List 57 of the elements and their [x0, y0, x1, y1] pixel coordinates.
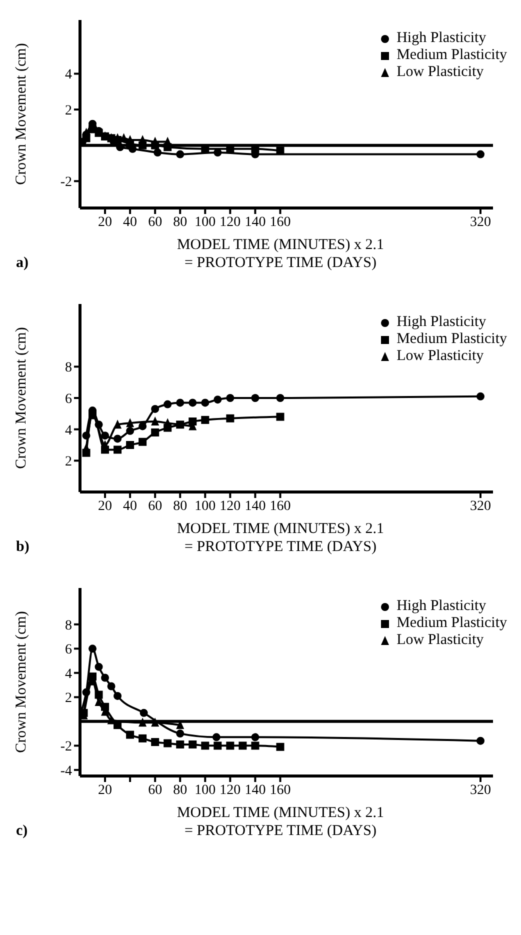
- x-tick-label: 40: [123, 498, 138, 514]
- y-tick-label: -4: [60, 764, 72, 779]
- y-tick-label: 8: [65, 360, 72, 376]
- legend-label: Low Plasticity: [396, 348, 484, 365]
- text: a): [16, 254, 28, 272]
- x-tick-label: 120: [220, 782, 241, 798]
- x-tick-label: 20: [98, 498, 112, 514]
- legend-label: High Plasticity: [396, 598, 486, 615]
- x-tick-label: 20: [98, 782, 112, 798]
- x-tick-label: 80: [173, 498, 188, 514]
- legend-label: Medium Plasticity: [396, 331, 507, 348]
- y-axis-title: Crown Movement (cm): [13, 327, 30, 469]
- legend-label: Medium Plasticity: [396, 615, 507, 632]
- x-axis-title: MODEL TIME (MINUTES) x 2.1 = PROTOTYPE TIME (DAYS): [176, 520, 386, 556]
- x-tick-label: 60: [148, 214, 162, 230]
- y-axis-title: Crown Movement (cm): [13, 611, 30, 753]
- y-tick-label: 4: [65, 68, 72, 83]
- y-tick-label: -2: [60, 740, 72, 755]
- x-tick-label: 80: [173, 782, 188, 798]
- x-tick-label: 140: [244, 214, 266, 230]
- x-tick-label: 40: [123, 214, 138, 230]
- y-tick-label: 4: [65, 666, 72, 682]
- y-tick-label: 4: [65, 423, 72, 438]
- legend-label: High Plasticity: [396, 30, 486, 47]
- x-tick-label: 60: [148, 498, 162, 514]
- x-tick-label: 160: [270, 214, 291, 230]
- x-tick-label: 100: [194, 782, 216, 798]
- x-axis-title: MODEL TIME (MINUTES) x 2.1 = PROTOTYPE TIME (DAYS): [176, 236, 386, 272]
- legend-label: Medium Plasticity: [396, 47, 507, 64]
- y-tick-label: 2: [65, 103, 72, 118]
- legend-label: Low Plasticity: [396, 64, 484, 81]
- x-tick-label: 80: [173, 214, 188, 230]
- y-tick-label: -2: [60, 175, 72, 190]
- legend-label: Low Plasticity: [396, 632, 484, 649]
- x-tick-label: 320: [470, 498, 491, 514]
- x-tick-label: 60: [148, 782, 162, 798]
- x-axis-title: MODEL TIME (MINUTES) x 2.1 = PROTOTYPE TIME (DAYS): [176, 804, 386, 840]
- legend-label: High Plasticity: [396, 314, 486, 331]
- x-tick-label: 160: [270, 498, 291, 514]
- x-tick-label: 160: [270, 782, 291, 798]
- x-tick-label: 320: [470, 214, 491, 230]
- y-tick-label: 2: [65, 691, 72, 706]
- y-tick-label: 8: [65, 618, 72, 634]
- y-axis-title: Crown Movement (cm): [13, 43, 30, 185]
- x-tick-label: 100: [194, 498, 216, 514]
- y-tick-label: 2: [65, 454, 72, 470]
- x-tick-label: 120: [220, 498, 241, 514]
- x-tick-label: 120: [220, 214, 241, 230]
- x-tick-label: 320: [470, 782, 491, 798]
- x-tick-label: 140: [244, 498, 266, 514]
- text: b): [16, 538, 30, 556]
- text: c): [16, 822, 28, 840]
- x-tick-label: 140: [244, 782, 266, 798]
- y-tick-label: 6: [65, 392, 72, 407]
- y-tick-label: 6: [65, 642, 72, 658]
- x-tick-label: 20: [98, 214, 112, 230]
- x-tick-label: 100: [194, 214, 216, 230]
